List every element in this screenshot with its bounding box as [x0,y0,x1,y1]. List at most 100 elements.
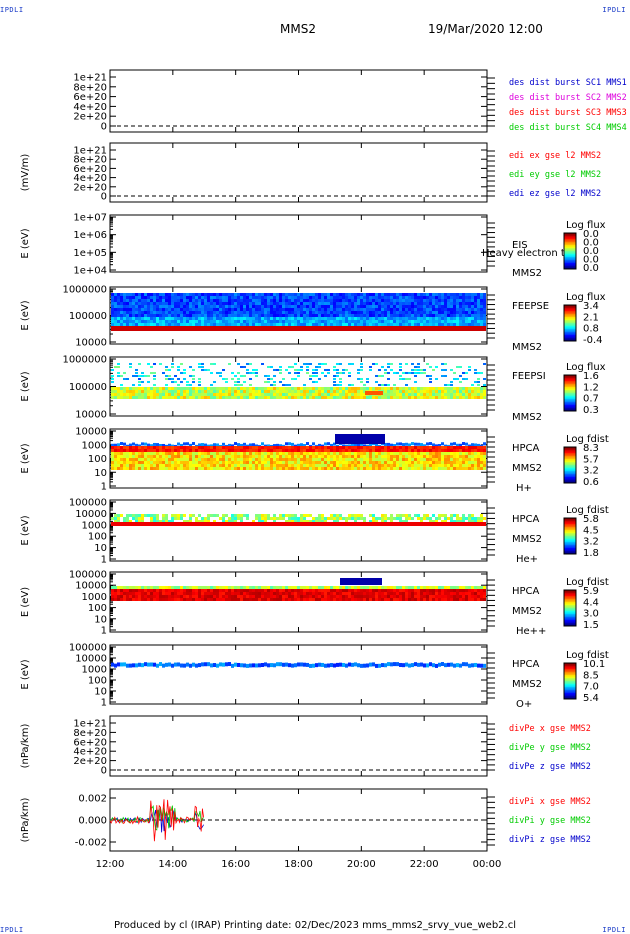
heatmap-cell [447,308,450,311]
heatmap-cell [441,317,444,320]
heatmap-cell [243,317,246,320]
heatmap-cell [114,305,117,308]
heatmap-cell [111,522,114,526]
heatmap-cell [426,299,429,302]
heatmap-cell [204,302,207,305]
heatmap-cell [384,323,387,326]
heatmap-cell [135,522,138,526]
heatmap-cell [240,598,243,601]
heatmap-cell [357,458,360,461]
heatmap-cell [285,323,288,326]
heatmap-cell [315,517,318,520]
heatmap-cell [156,396,159,399]
heatmap-cell [117,366,120,368]
heatmap-cell [267,589,270,592]
heatmap-cell [429,311,432,314]
heatmap-cell [399,461,402,464]
heatmap-cell [171,598,174,601]
heatmap-cell [258,586,261,589]
heatmap-cell [390,369,393,371]
heatmap-cell [294,452,297,455]
heatmap-cell [315,589,318,592]
heatmap-cell [333,296,336,299]
heatmap-cell [111,302,114,305]
heatmap-cell [315,293,318,296]
heatmap-cell [336,308,339,311]
heatmap-cell [222,455,225,458]
heatmap-cell [171,302,174,305]
heatmap-cell [450,314,453,317]
heatmap-cell [462,449,465,452]
heatmap-cell [177,302,180,305]
heatmap-cell [477,381,480,383]
heatmap-cell [291,396,294,399]
heatmap-cell [306,293,309,296]
heatmap-cell [183,592,186,595]
heatmap-cell [132,455,135,458]
heatmap-cell [288,296,291,299]
colorbar-cell [564,254,576,256]
heatmap-cell [273,381,276,383]
heatmap-cell [480,311,483,314]
heatmap-cell [117,464,120,467]
heatmap-cell [297,461,300,464]
heatmap-cell [339,372,342,374]
heatmap-cell [429,293,432,296]
heatmap-cell [150,446,153,449]
heatmap-cell [243,375,246,377]
heatmap-cell [126,314,129,317]
heatmap-cell [327,589,330,592]
heatmap-cell [339,317,342,320]
heatmap-cell [447,384,450,386]
heatmap-cell [315,317,318,320]
heatmap-cell [165,595,168,598]
heatmap-cell [237,302,240,305]
heatmap-cell [132,464,135,467]
colorbar-tick: 0.6 [583,477,599,488]
heatmap-cell [360,464,363,467]
heatmap-cell [219,299,222,302]
heatmap-cell [417,366,420,368]
heatmap-cell [261,522,264,526]
heatmap-cell [288,586,291,589]
heatmap-cell [216,461,219,464]
heatmap-cell [441,396,444,399]
heatmap-cell [465,314,468,317]
heatmap-cell [444,314,447,317]
heatmap-cell [387,293,390,296]
heatmap-cell [321,299,324,302]
heatmap-cell [459,317,462,320]
heatmap-cell [420,296,423,299]
heatmap-cell [432,308,435,311]
heatmap-cell [393,311,396,314]
heatmap-cell [177,393,180,396]
heatmap-cell [159,467,162,470]
heatmap-cell [372,520,375,523]
heatmap-cell [234,375,237,377]
heatmap-cell [414,305,417,308]
heatmap-cell [147,586,150,589]
heatmap-cell [264,452,267,455]
heatmap-cell [477,323,480,326]
heatmap-cell [423,446,426,449]
heatmap-cell [297,302,300,305]
heatmap-cell [177,311,180,314]
colorbar-tick: 0.0 [583,255,599,266]
heatmap-cell [384,520,387,523]
heatmap-cell [462,393,465,396]
heatmap-cell [444,317,447,320]
heatmap-cell [303,320,306,323]
heatmap-cell [234,467,237,470]
heatmap-cell [411,320,414,323]
heatmap-cell [390,455,393,458]
heatmap-cell [255,449,258,452]
heatmap-cell [264,387,267,390]
heatmap-cell [270,464,273,467]
heatmap-cell [438,311,441,314]
heatmap-cell [423,369,426,371]
heatmap-cell [306,522,309,526]
heatmap-cell [138,514,141,517]
colorbar-cell [564,539,576,541]
heatmap-cell [288,452,291,455]
heatmap-cell [237,514,240,517]
